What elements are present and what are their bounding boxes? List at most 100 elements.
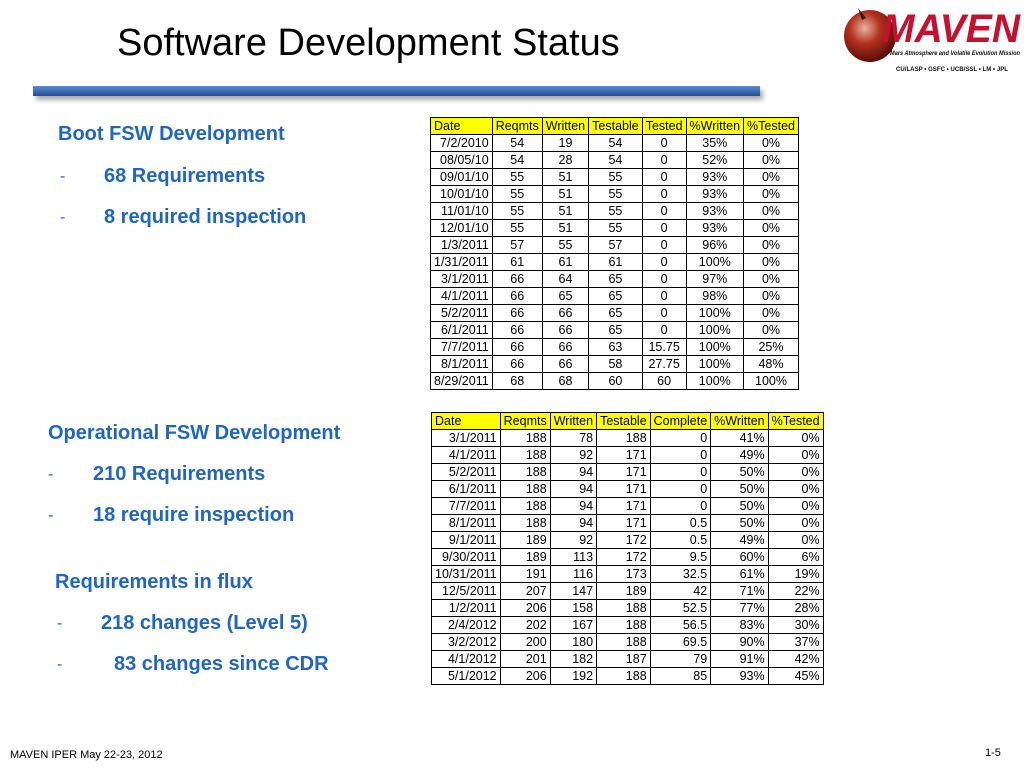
table-cell: 1/3/2011 bbox=[430, 236, 493, 254]
table-cell: 9/1/2011 bbox=[431, 531, 501, 549]
table-cell: 192 bbox=[549, 667, 598, 685]
table-row: 10/01/10 55 51 55 0 93% 0% bbox=[430, 185, 799, 203]
flux-level5-changes: 218 changes (Level 5) bbox=[101, 612, 308, 634]
table-cell: 200 bbox=[499, 633, 551, 651]
table-cell: 48% bbox=[743, 355, 799, 373]
table-cell: 171 bbox=[596, 463, 651, 481]
table-cell: 0 bbox=[641, 134, 687, 152]
table-cell: 0% bbox=[743, 168, 799, 186]
table-row: 7/7/2011 66 66 63 15.75 100% 25% bbox=[430, 338, 799, 356]
table-row: 8/29/2011 68 68 60 60 100% 100% bbox=[430, 372, 799, 390]
table-cell: 0 bbox=[641, 168, 687, 186]
table-cell: 0% bbox=[743, 321, 799, 339]
table-cell: 65 bbox=[588, 304, 643, 322]
table-cell: 85 bbox=[649, 667, 712, 685]
table-row: 8/1/2011 66 66 58 27.75 100% 48% bbox=[430, 355, 799, 373]
table-row: 6/1/2011 66 66 65 0 100% 0% bbox=[430, 321, 799, 339]
table-cell: 92 bbox=[549, 531, 598, 549]
table-cell: 0% bbox=[743, 270, 799, 288]
table-cell: 93% bbox=[685, 168, 745, 186]
table-cell: 188 bbox=[499, 480, 551, 498]
table-cell: 91% bbox=[710, 650, 769, 668]
table-cell: 0.5 bbox=[649, 531, 712, 549]
table-header-row: Date Reqmts Written Testable Tested %Written%… bbox=[430, 117, 799, 135]
table-cell: 171 bbox=[596, 497, 651, 515]
table-cell: 93% bbox=[685, 202, 745, 220]
table-cell: 171 bbox=[596, 514, 651, 532]
table-row: 12/5/2011 207 147 189 42 71% 22% bbox=[431, 582, 824, 600]
table-cell: 188 bbox=[596, 616, 651, 634]
flux-heading: Requirements in flux bbox=[55, 571, 253, 593]
table-cell: 69.5 bbox=[649, 633, 712, 651]
table-cell: 58 bbox=[588, 355, 643, 373]
table-cell: 93% bbox=[710, 667, 769, 685]
table-cell: 3/1/2011 bbox=[431, 429, 501, 447]
column-header: Date bbox=[431, 412, 501, 430]
column-header: Written bbox=[541, 117, 590, 135]
table-cell: 66 bbox=[541, 304, 590, 322]
table-cell: 55 bbox=[491, 185, 543, 203]
bullet-dash: - bbox=[48, 466, 54, 483]
table-cell: 188 bbox=[499, 446, 551, 464]
table-cell: 94 bbox=[549, 514, 598, 532]
table-cell: 66 bbox=[491, 270, 543, 288]
table-cell: 8/29/2011 bbox=[430, 372, 493, 390]
table-cell: 77% bbox=[710, 599, 769, 617]
table-cell: 27.75 bbox=[641, 355, 687, 373]
table-cell: 6/1/2011 bbox=[431, 480, 501, 498]
table-cell: 5/2/2011 bbox=[431, 463, 501, 481]
table-cell: 65 bbox=[588, 270, 643, 288]
table-row: 3/2/2012 200 180 188 69.5 90% 37% bbox=[431, 633, 824, 651]
table-cell: 15.75 bbox=[641, 338, 687, 356]
table-cell: 188 bbox=[499, 463, 551, 481]
table-cell: 189 bbox=[499, 531, 551, 549]
table-cell: 188 bbox=[596, 633, 651, 651]
table-row: 5/1/2012 206 192 188 85 93% 45% bbox=[431, 667, 824, 685]
table-cell: 4/1/2011 bbox=[430, 287, 493, 305]
table-cell: 0 bbox=[641, 219, 687, 237]
table-cell: 65 bbox=[588, 287, 643, 305]
table-cell: 171 bbox=[596, 480, 651, 498]
table-cell: 0% bbox=[767, 497, 824, 515]
table-row: 1/3/2011 57 55 57 0 96% 0% bbox=[430, 236, 799, 254]
table-cell: 0 bbox=[641, 202, 687, 220]
table-cell: 0 bbox=[641, 321, 687, 339]
boot-fsw-heading: Boot FSW Development bbox=[58, 123, 285, 145]
table-cell: 51 bbox=[541, 185, 590, 203]
table-row: 7/7/2011 188 94 171 0 50% 0% bbox=[431, 497, 824, 515]
table-cell: 173 bbox=[596, 565, 651, 583]
table-cell: 189 bbox=[596, 582, 651, 600]
table-cell: 0 bbox=[641, 185, 687, 203]
table-cell: 61 bbox=[491, 253, 543, 271]
table-cell: 35% bbox=[685, 134, 745, 152]
table-row: 2/4/2012 202 167 188 56.5 83% 30% bbox=[431, 616, 824, 634]
table-cell: 0 bbox=[649, 480, 712, 498]
table-cell: 60% bbox=[710, 548, 769, 566]
table-cell: 100% bbox=[685, 304, 745, 322]
table-row: 3/1/2011 66 64 65 0 97% 0% bbox=[430, 270, 799, 288]
table-cell: 0 bbox=[641, 253, 687, 271]
table-cell: 188 bbox=[499, 429, 551, 447]
table-cell: 94 bbox=[549, 463, 598, 481]
table-cell: 100% bbox=[743, 372, 799, 390]
table-cell: 51 bbox=[541, 202, 590, 220]
table-cell: 191 bbox=[499, 565, 551, 583]
mars-planet-icon bbox=[844, 10, 896, 62]
title-underline bbox=[33, 86, 760, 96]
table-cell: 66 bbox=[541, 355, 590, 373]
table-cell: 83% bbox=[710, 616, 769, 634]
column-header: Reqmts bbox=[499, 412, 551, 430]
table-cell: 10/31/2011 bbox=[431, 565, 501, 583]
table-cell: 61% bbox=[710, 565, 769, 583]
boot-fsw-table: Date Reqmts Written Testable Tested %Written%… bbox=[430, 117, 799, 390]
table-cell: 0% bbox=[767, 480, 824, 498]
column-header: %Tested bbox=[767, 412, 824, 430]
footer-text: MAVEN IPER May 22-23, 2012 bbox=[10, 749, 163, 761]
table-cell: 0 bbox=[649, 497, 712, 515]
table-row: 4/1/2011 66 65 65 0 98% 0% bbox=[430, 287, 799, 305]
column-header: %Tested bbox=[743, 117, 799, 135]
table-cell: 0 bbox=[641, 236, 687, 254]
table-cell: 64 bbox=[541, 270, 590, 288]
table-cell: 0% bbox=[743, 134, 799, 152]
table-cell: 98% bbox=[685, 287, 745, 305]
